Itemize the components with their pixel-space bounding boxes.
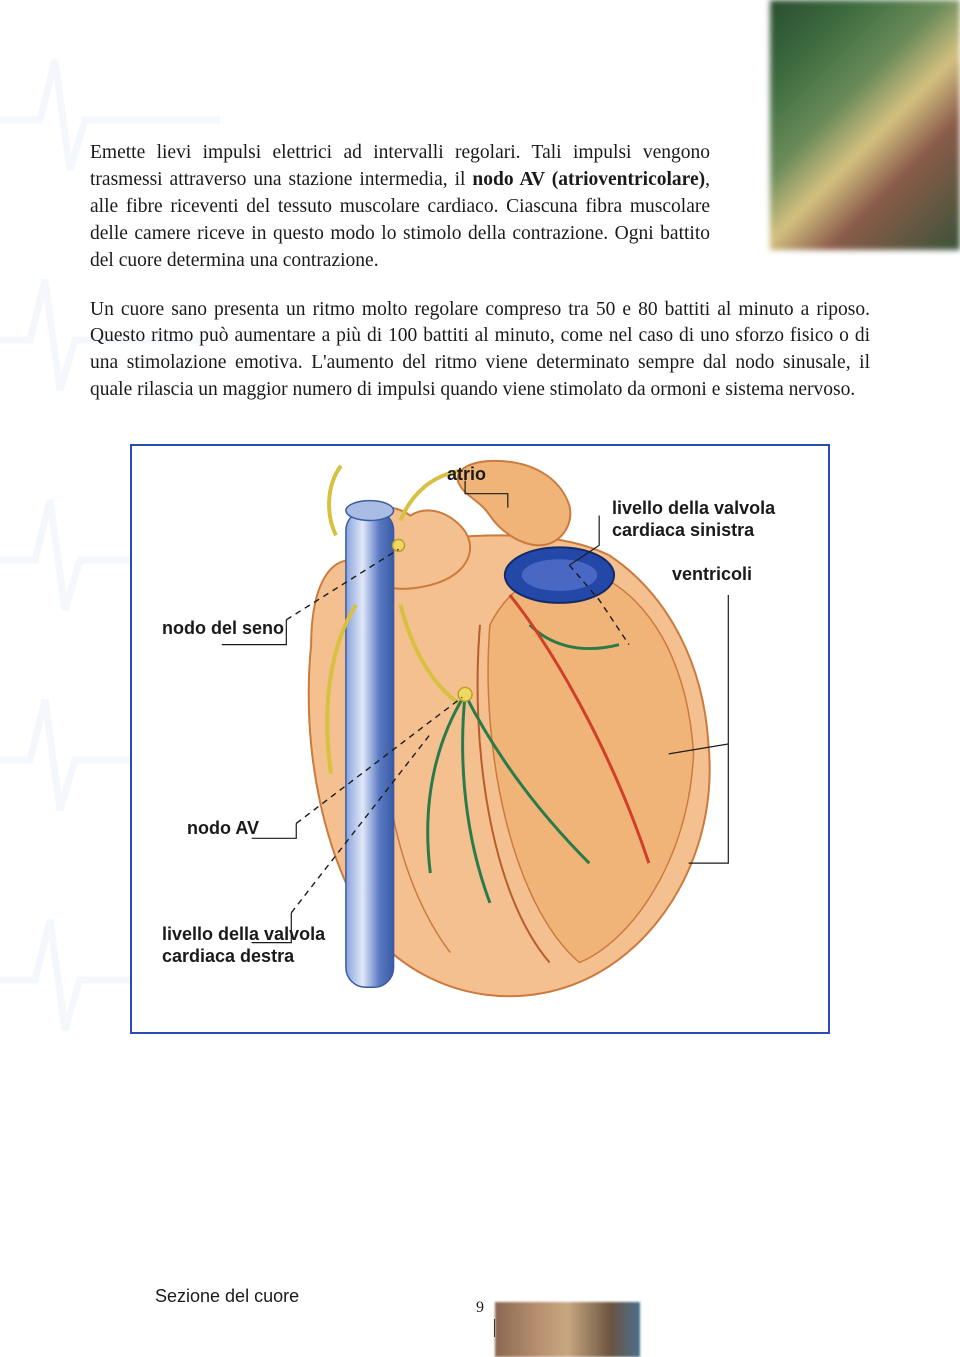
footer-photo-couple [495,1302,640,1357]
label-valve-right: livello della valvola cardiaca destra [162,924,332,967]
label-ventricles: ventricoli [672,564,752,586]
label-av-node: nodo AV [187,818,259,840]
label-atrio: atrio [447,464,486,486]
page-number: 9 [476,1299,484,1317]
label-sinus-node: nodo del seno [162,618,284,640]
diagram-caption: Sezione del cuore [155,1286,299,1307]
paragraph-1: Emette lievi impulsi elettrici ad interv… [90,140,870,275]
label-valve-left: livello della valvola cardiaca sinistra [612,498,802,541]
p1-bold: nodo AV (atrioventricolare) [472,169,705,190]
heart-diagram: atrio livello della valvola cardiaca sin… [130,444,830,1034]
corner-photo-runners [770,0,960,250]
paragraph-2: Un cuore sano presenta un ritmo molto re… [90,297,870,405]
